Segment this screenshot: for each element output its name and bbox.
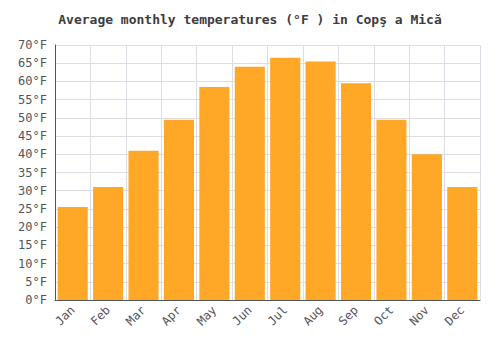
- svg-text:60°F: 60°F: [18, 74, 47, 88]
- svg-text:0°F: 0°F: [25, 293, 47, 307]
- svg-text:Jun: Jun: [230, 303, 255, 328]
- svg-text:45°F: 45°F: [18, 129, 47, 143]
- svg-text:Aug: Aug: [300, 303, 325, 328]
- svg-text:Sep: Sep: [336, 303, 361, 328]
- svg-text:15°F: 15°F: [18, 238, 47, 252]
- svg-text:May: May: [194, 303, 219, 328]
- svg-text:25°F: 25°F: [18, 202, 47, 216]
- svg-text:Jul: Jul: [265, 303, 290, 328]
- svg-text:50°F: 50°F: [18, 111, 47, 125]
- svg-text:70°F: 70°F: [18, 38, 47, 52]
- svg-text:Oct: Oct: [371, 303, 396, 328]
- svg-text:Mar: Mar: [123, 303, 148, 328]
- svg-text:5°F: 5°F: [25, 275, 47, 289]
- svg-text:Dec: Dec: [442, 303, 467, 328]
- svg-text:Average monthly temperatures (: Average monthly temperatures (°F ) in Co…: [58, 12, 442, 27]
- svg-text:Nov: Nov: [407, 303, 432, 328]
- svg-text:35°F: 35°F: [18, 166, 47, 180]
- svg-text:Apr: Apr: [159, 303, 184, 328]
- svg-text:Jan: Jan: [52, 303, 77, 328]
- svg-text:30°F: 30°F: [18, 184, 47, 198]
- svg-text:20°F: 20°F: [18, 220, 47, 234]
- svg-text:Feb: Feb: [88, 303, 113, 328]
- svg-text:10°F: 10°F: [18, 257, 47, 271]
- svg-text:65°F: 65°F: [18, 56, 47, 70]
- svg-text:40°F: 40°F: [18, 147, 47, 161]
- svg-text:55°F: 55°F: [18, 93, 47, 107]
